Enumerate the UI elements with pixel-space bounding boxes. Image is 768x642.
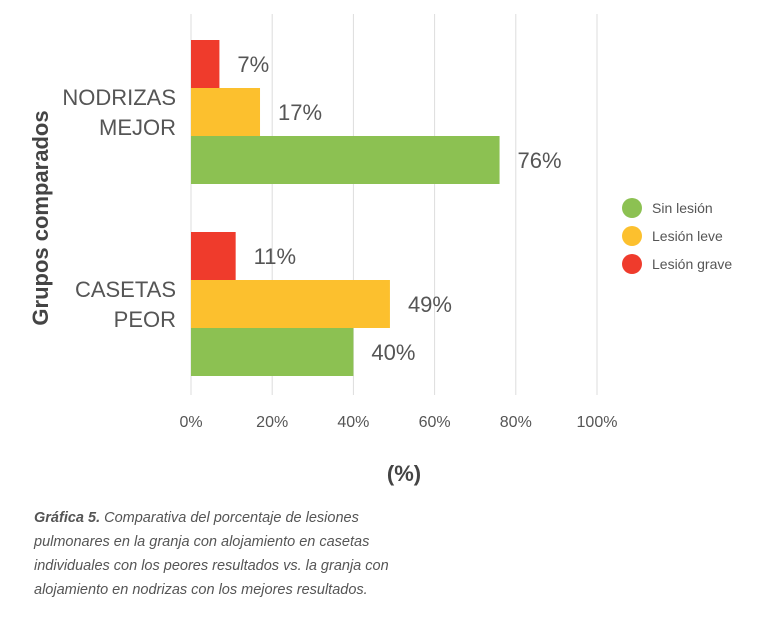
x-tick-labels: 0% 20% 40% 60% 80% 100%	[179, 414, 617, 431]
legend-swatch	[622, 198, 642, 218]
x-tick-label: 40%	[337, 414, 369, 431]
legend-swatch	[622, 226, 642, 246]
bar-lesión-grave-1	[191, 232, 236, 280]
category-label: MEJOR	[99, 115, 176, 140]
data-labels: 7% 17% 76% 11% 49% 40%	[237, 52, 561, 365]
legend: Sin lesión Lesión leve Lesión grave	[622, 198, 732, 274]
category-label: CASETAS	[75, 277, 176, 302]
legend-label: Lesión leve	[652, 228, 723, 244]
bar-lesión-leve-1	[191, 280, 390, 328]
data-label: 49%	[408, 292, 452, 317]
bars	[191, 40, 500, 376]
category-labels: NODRIZAS MEJOR CASETAS PEOR	[62, 85, 176, 332]
legend-label: Sin lesión	[652, 200, 713, 216]
category-label: PEOR	[114, 307, 176, 332]
data-label: 17%	[278, 100, 322, 125]
x-tick-label: 60%	[419, 414, 451, 431]
x-tick-label: 80%	[500, 414, 532, 431]
bar-lesión-grave-0	[191, 40, 220, 88]
category-label: NODRIZAS	[62, 85, 176, 110]
data-label: 40%	[371, 340, 415, 365]
bar-lesión-leve-0	[191, 88, 261, 136]
x-tick-label: 20%	[256, 414, 288, 431]
bar-chart: 7% 17% 76% 11% 49% 40% NODRIZAS MEJOR CASETAS PE…	[28, 14, 732, 486]
x-tick-label: 100%	[577, 414, 618, 431]
legend-swatch	[622, 254, 642, 274]
caption-text: Comparativa del porcentaje de lesiones p…	[34, 510, 389, 598]
y-axis-label: Grupos comparados	[28, 110, 53, 325]
bar-sin-lesión-0	[191, 136, 500, 184]
caption-label: Gráfica 5.	[34, 510, 101, 526]
data-label: 76%	[518, 148, 562, 173]
x-axis-label: (%)	[387, 461, 421, 486]
figure-caption: Gráfica 5. Comparativa del porcentaje de…	[34, 506, 394, 602]
legend-label: Lesión grave	[652, 256, 732, 272]
x-tick-label: 0%	[179, 414, 202, 431]
data-label: 11%	[254, 244, 296, 269]
bar-sin-lesión-1	[191, 328, 354, 376]
data-label: 7%	[237, 52, 269, 77]
